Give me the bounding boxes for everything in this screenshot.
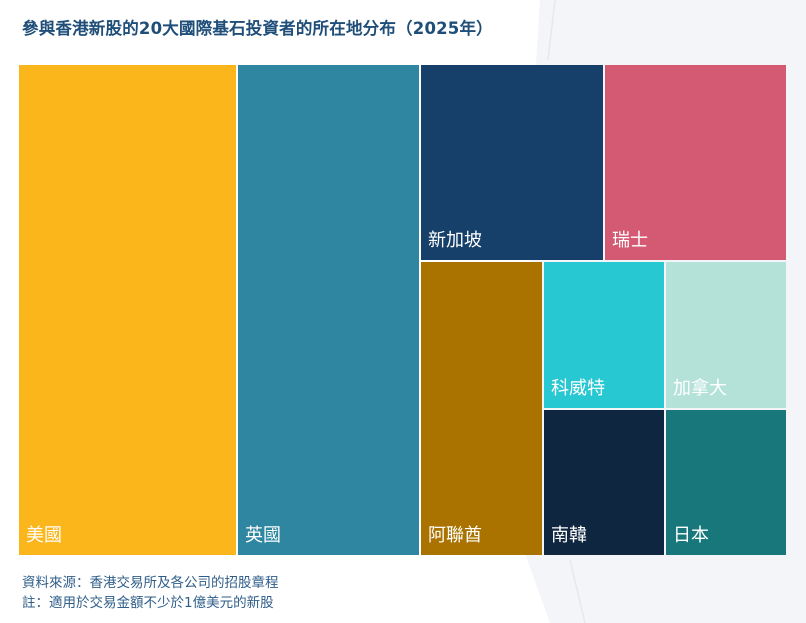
tile-us[interactable]: 美國 [19,65,236,555]
tile-label: 英國 [245,525,281,546]
tile-label: 阿聯酋 [428,525,482,546]
tile-singapore[interactable]: 新加坡 [421,65,603,260]
tile-label: 加拿大 [673,378,727,399]
footnote: 註：適用於交易金額不少於1億美元的新股 [22,595,274,611]
tile-label: 美國 [26,525,62,546]
tile-japan[interactable]: 日本 [666,410,786,555]
chart-title: 參與香港新股的20大國際基石投資者的所在地分布（2025年） [22,19,493,38]
tile-kuwait[interactable]: 科威特 [544,262,664,408]
tile-label: 科威特 [551,378,605,399]
tile-label: 新加坡 [428,230,482,251]
tile-label: 南韓 [551,525,587,546]
tile-korea[interactable]: 南韓 [544,410,664,555]
source-note: 資料來源：香港交易所及各公司的招股章程 [22,575,279,591]
tile-uk[interactable]: 英國 [238,65,419,555]
tile-label: 日本 [673,525,709,546]
tile-switzerland[interactable]: 瑞士 [605,65,786,260]
tile-uae[interactable]: 阿聯酋 [421,262,542,555]
tile-label: 瑞士 [612,230,648,251]
tile-canada[interactable]: 加拿大 [666,262,786,408]
